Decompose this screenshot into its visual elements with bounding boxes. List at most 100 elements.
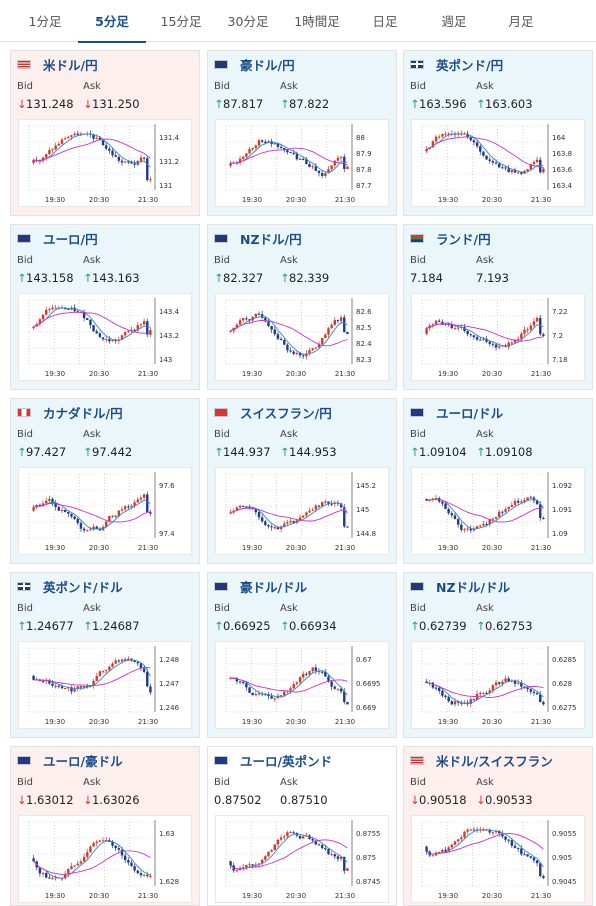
ask-price: ↑0.62753 [476,619,533,633]
bid-label: Bid [410,777,426,788]
candle-body [238,320,242,325]
ca-flag [17,407,31,417]
candle-body [320,671,324,673]
y-tick-label: 1.247 [159,680,179,688]
candle-body [48,498,51,501]
candle-body [466,829,469,832]
y-tick-label: 82.4 [356,340,372,348]
price-chart[interactable]: 1.248 1.247 1.246 19:30 20:30 21:30 [18,641,192,729]
candle-body [453,328,457,330]
ask-label: Ask [476,429,494,440]
candle-body [105,670,108,672]
candlestick-chart: 1.63 1.628 19:30 20:30 21:30 [28,820,179,900]
pair-title-link[interactable]: 米ドル/スイスフラン [436,753,553,769]
pair-title-link[interactable]: スイスフラン/円 [240,405,332,421]
candle-body [434,136,438,142]
candle-body [339,688,343,692]
tab-4[interactable]: 1時間足 [294,14,340,29]
candle-body [63,873,67,879]
price-chart[interactable]: 164 163.8 163.6 163.4 19:30 20:30 21:30 [411,119,585,207]
price-chart[interactable]: 131.4 131.2 131 19:30 20:30 21:30 [18,119,192,207]
candle-body [257,140,261,146]
tab-7[interactable]: 月足 [508,14,534,29]
ch-flag [214,407,228,417]
candle-body [466,133,469,137]
ask-value: 143.163 [92,271,140,285]
price-chart[interactable]: 1.092 1.091 1.09 19:30 20:30 21:30 [411,467,585,555]
card-header: スイスフラン/円 [214,404,332,421]
y-tick-label: 97.4 [159,530,175,538]
price-chart[interactable]: 0.9055 0.905 0.9045 19:30 20:30 21:30 [411,815,585,903]
candle-body [539,159,542,173]
candle-body [447,696,450,702]
candle-body [447,509,450,514]
tab-6[interactable]: 週足 [441,14,467,29]
candle-body [51,307,54,309]
bid-value: 131.248 [26,97,74,111]
candle-body [32,326,35,329]
pair-title-link[interactable]: 英ポンド/円 [436,57,504,73]
candle-body [270,141,273,145]
price-chart[interactable]: 0.6285 0.628 0.6275 19:30 20:30 21:30 [411,641,585,729]
candle-body [114,845,117,849]
pair-title-link[interactable]: 豪ドル/ドル [240,579,308,595]
candle-body [501,511,504,513]
price-chart[interactable]: 7.22 7.2 7.18 19:30 20:30 21:30 [411,293,585,381]
pair-title-link[interactable]: NZドル/円 [240,231,302,247]
price-chart[interactable]: 82.6 82.5 82.4 82.3 19:30 20:30 21:30 [215,293,389,381]
arrow-down-icon: ↓ [83,793,93,807]
tab-2[interactable]: 15分足 [160,14,202,29]
candle-body [105,339,108,341]
tab-0[interactable]: 1分足 [28,14,62,29]
pair-title-link[interactable]: 米ドル/円 [43,57,98,73]
ask-price: ↑143.163 [83,271,140,285]
x-tick-label: 20:30 [286,370,306,378]
price-chart[interactable]: 0.8755 0.875 0.8745 19:30 20:30 21:30 [215,815,389,903]
y-tick-label: 7.2 [552,332,563,340]
candle-body [45,500,48,504]
candle-body [235,507,239,511]
price-chart[interactable]: 1.63 1.628 19:30 20:30 21:30 [18,815,192,903]
candlestick-chart: 1.248 1.247 1.246 19:30 20:30 21:30 [28,646,180,726]
price-chart[interactable]: 97.6 97.4 19:30 20:30 21:30 [18,467,192,555]
candle-body [114,155,117,157]
pair-title-link[interactable]: NZドル/ドル [436,579,511,595]
pair-title-link[interactable]: ユーロ/豪ドル [43,753,123,769]
candle-body [336,688,340,690]
candle-body [466,528,469,530]
candle-body [320,338,324,344]
candle-body [305,159,308,164]
arrow-up-icon: ↑ [214,271,224,285]
pair-title-link[interactable]: ユーロ/円 [43,231,98,247]
candle-body [346,868,349,871]
tab-1[interactable]: 5分足 [78,0,146,43]
x-tick-label: 21:30 [531,370,551,378]
candle-body [314,166,318,171]
candle-body [54,685,57,687]
tab-3[interactable]: 30分足 [227,14,269,29]
bid-value: 0.62739 [419,619,467,633]
candle-body [130,505,133,507]
price-chart[interactable]: 88 87.9 87.8 87.7 19:30 20:30 21:30 [215,119,389,207]
candle-body [330,324,333,329]
tab-5[interactable]: 日足 [372,14,398,29]
candle-body [475,526,479,529]
pair-title-link[interactable]: ランド/円 [436,231,491,247]
candle-body [60,686,64,689]
pair-title-link[interactable]: 豪ドル/円 [240,57,295,73]
candle-body [311,166,314,168]
ask-value: 97.442 [92,445,133,459]
pair-title-link[interactable]: カナダドル/円 [43,405,123,421]
ma-short-line [426,322,544,347]
pair-title-link[interactable]: ユーロ/ドル [436,405,504,421]
candle-body [472,335,476,338]
pair-title-link[interactable]: ユーロ/英ポンド [240,753,333,769]
pair-title-link[interactable]: 英ポンド/ドル [43,579,123,595]
ma-long-line [230,677,348,693]
price-chart[interactable]: 143.4 143.2 143 19:30 20:30 21:30 [18,293,192,381]
candle-body [463,703,466,705]
price-chart[interactable]: 145.2 145 144.8 19:30 20:30 21:30 [215,467,389,555]
candle-body [485,338,488,342]
price-chart[interactable]: 0.67 0.6695 0.669 19:30 20:30 21:30 [215,641,389,729]
candle-body [108,666,111,671]
